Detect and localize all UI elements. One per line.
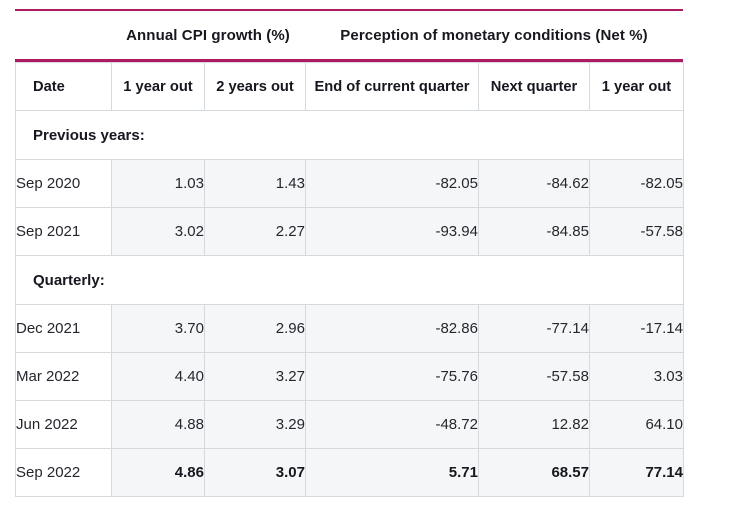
value-cell: -82.05 (305, 159, 479, 208)
value-cell: 3.02 (111, 207, 205, 256)
date-cell: Sep 2021 (15, 207, 112, 256)
value-cell: 4.86 (111, 448, 205, 497)
date-cell: Mar 2022 (15, 352, 112, 401)
group-header-monetary-conditions: Perception of monetary conditions (Net %… (340, 26, 648, 44)
column-group-header-row: Annual CPI growth (%) Perception of mone… (15, 11, 683, 59)
value-cell: -17.14 (589, 304, 684, 353)
value-cell: -57.58 (478, 352, 590, 401)
column-header-date: Date (15, 62, 112, 111)
value-cell: 2.96 (204, 304, 306, 353)
group-header-cpi-growth: Annual CPI growth (%) (126, 26, 290, 44)
section-label: Quarterly: (15, 255, 684, 305)
date-cell: Dec 2021 (15, 304, 112, 353)
value-cell: -93.94 (305, 207, 479, 256)
value-cell: 3.03 (589, 352, 684, 401)
date-cell: Sep 2020 (15, 159, 112, 208)
value-cell: -84.85 (478, 207, 590, 256)
value-cell: 5.71 (305, 448, 479, 497)
top-accent-rule (15, 9, 683, 11)
table-row-sep-2021: Sep 2021 3.02 2.27 -93.94 -84.85 -57.58 (15, 207, 684, 256)
date-cell: Jun 2022 (15, 400, 112, 449)
value-cell: -48.72 (305, 400, 479, 449)
value-cell: -82.05 (589, 159, 684, 208)
value-cell: 68.57 (478, 448, 590, 497)
value-cell: 2.27 (204, 207, 306, 256)
value-cell: 64.10 (589, 400, 684, 449)
value-cell: -77.14 (478, 304, 590, 353)
cpi-expectations-table: Annual CPI growth (%) Perception of mone… (15, 9, 684, 497)
section-row-previous-years: Previous years: (15, 110, 684, 160)
table-row-dec-2021: Dec 2021 3.70 2.96 -82.86 -77.14 -17.14 (15, 304, 684, 353)
value-cell: 1.43 (204, 159, 306, 208)
value-cell: -84.62 (478, 159, 590, 208)
table-row-sep-2020: Sep 2020 1.03 1.43 -82.05 -84.62 -82.05 (15, 159, 684, 208)
value-cell: -75.76 (305, 352, 479, 401)
table-row-jun-2022: Jun 2022 4.88 3.29 -48.72 12.82 64.10 (15, 400, 684, 449)
survey-data-table: Date 1 year out 2 years out End of curre… (15, 62, 684, 497)
value-cell: 4.40 (111, 352, 205, 401)
section-label: Previous years: (15, 110, 684, 160)
value-cell: 3.70 (111, 304, 205, 353)
value-cell: 12.82 (478, 400, 590, 449)
value-cell: 3.07 (204, 448, 306, 497)
column-header-row: Date 1 year out 2 years out End of curre… (15, 62, 684, 111)
column-header-1-year-out-perception: 1 year out (589, 62, 684, 111)
column-header-1-year-out: 1 year out (111, 62, 205, 111)
column-header-2-years-out: 2 years out (204, 62, 306, 111)
value-cell: 77.14 (589, 448, 684, 497)
value-cell: 3.27 (204, 352, 306, 401)
value-cell: 3.29 (204, 400, 306, 449)
value-cell: 1.03 (111, 159, 205, 208)
date-cell: Sep 2022 (15, 448, 112, 497)
table-row-sep-2022-latest: Sep 2022 4.86 3.07 5.71 68.57 77.14 (15, 448, 684, 497)
section-row-quarterly: Quarterly: (15, 255, 684, 305)
table-row-mar-2022: Mar 2022 4.40 3.27 -75.76 -57.58 3.03 (15, 352, 684, 401)
value-cell: 4.88 (111, 400, 205, 449)
value-cell: -57.58 (589, 207, 684, 256)
column-header-end-of-current-quarter: End of current quarter (305, 62, 479, 111)
mid-accent-rule (15, 59, 683, 62)
column-header-next-quarter: Next quarter (478, 62, 590, 111)
value-cell: -82.86 (305, 304, 479, 353)
